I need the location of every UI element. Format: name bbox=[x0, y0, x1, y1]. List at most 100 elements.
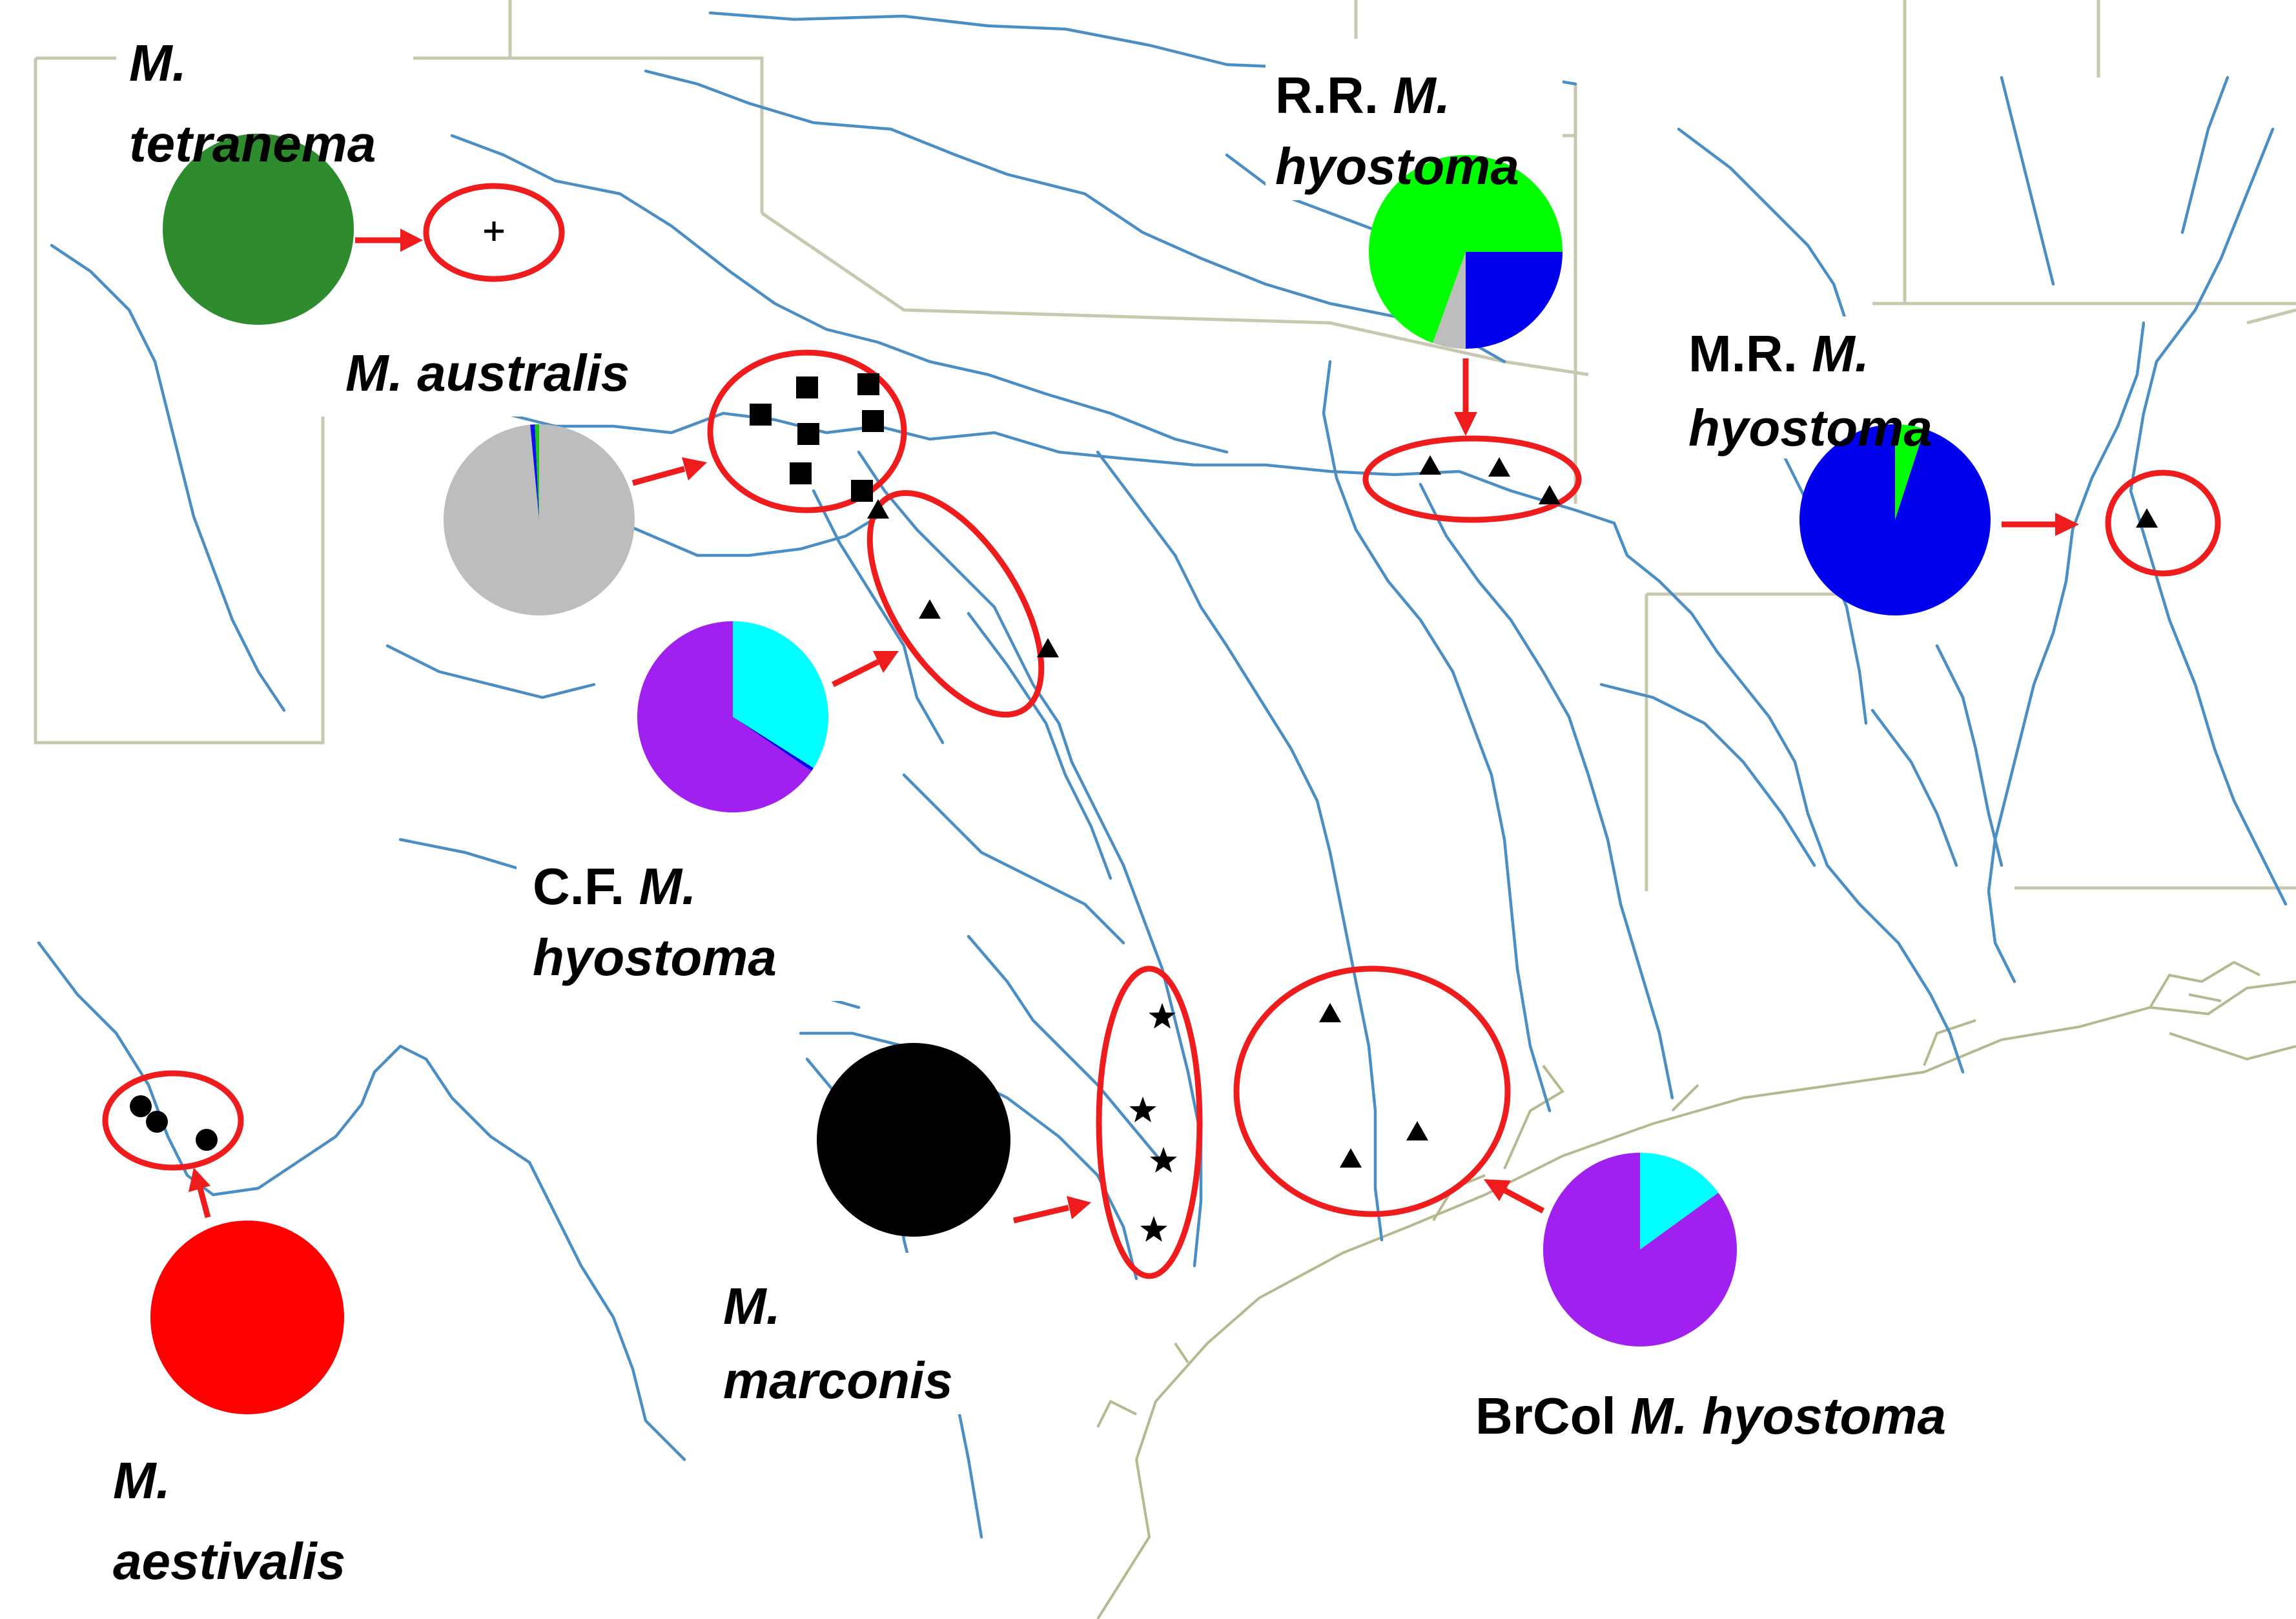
brcol-hyostoma-site-triangle bbox=[1406, 1121, 1428, 1140]
pie-slice bbox=[443, 424, 635, 615]
pie-slice bbox=[1640, 1153, 1719, 1250]
australis-label: M. australis bbox=[345, 344, 630, 402]
state-border-line bbox=[34, 0, 764, 745]
australis-pie bbox=[443, 424, 635, 615]
aestivalis-label: M. aestivalis bbox=[113, 1452, 345, 1590]
australis-site-square bbox=[857, 373, 879, 395]
river-line bbox=[2000, 76, 2055, 286]
pie-slice bbox=[163, 134, 354, 325]
cf-hyostoma-site-triangle bbox=[1037, 638, 1059, 657]
marconis-site-star bbox=[1150, 1147, 1177, 1173]
river-line bbox=[1677, 127, 1849, 325]
river-line bbox=[1096, 450, 1384, 1242]
arrows bbox=[189, 229, 2079, 1224]
river-line bbox=[2180, 76, 2229, 234]
river-line bbox=[1322, 360, 1552, 1113]
rr-hyostoma-arrowhead bbox=[1454, 412, 1477, 436]
river-line bbox=[37, 941, 531, 1197]
mr-hyostoma-arrowhead bbox=[2055, 513, 2079, 536]
pie-slice bbox=[637, 621, 812, 812]
aestivalis-range-ellipse bbox=[102, 1070, 244, 1171]
australis-site-square bbox=[796, 376, 818, 398]
river-line bbox=[967, 934, 1164, 1164]
tetranema-site-plus bbox=[484, 222, 504, 241]
rr-hyostoma-range-ellipse bbox=[1362, 435, 1582, 523]
river-line bbox=[967, 612, 1112, 880]
river-line bbox=[50, 243, 286, 712]
cf-hyostoma-site-triangle bbox=[867, 499, 889, 519]
brcol-hyostoma-arrowhead bbox=[1484, 1179, 1511, 1201]
marconis-range-ellipse bbox=[1096, 965, 1203, 1279]
tetranema-arrowhead bbox=[400, 229, 423, 252]
aestivalis-arrowhead bbox=[189, 1168, 210, 1192]
aestivalis-site-circle bbox=[130, 1095, 152, 1117]
cf-hyostoma-range-ellipse bbox=[866, 490, 1045, 718]
river-line bbox=[857, 450, 1203, 1268]
label-bg bbox=[710, 1253, 1001, 1414]
brcol-hyostoma-range-ellipse bbox=[1233, 965, 1511, 1217]
aestivalis-pie bbox=[150, 1221, 344, 1414]
cf-hyostoma-pie bbox=[637, 621, 828, 812]
river-line bbox=[644, 69, 1506, 364]
australis-site-square bbox=[797, 423, 819, 445]
coast-line bbox=[1096, 980, 2296, 1619]
label-bg bbox=[316, 339, 678, 417]
pie-slice bbox=[150, 1221, 344, 1414]
river-line bbox=[1599, 683, 1816, 867]
river-line bbox=[1987, 321, 2146, 984]
cf-hyostoma-label: C.F. M. hyostoma bbox=[533, 858, 777, 986]
river-line bbox=[1871, 708, 1958, 867]
river-line bbox=[385, 644, 596, 699]
brcol-hyostoma-site-triangle bbox=[1319, 1003, 1341, 1022]
australis-site-square bbox=[790, 462, 812, 484]
state-border-line bbox=[1354, 0, 2296, 325]
brcol-hyostoma-arrow bbox=[1502, 1188, 1545, 1213]
pie-slice bbox=[535, 424, 539, 520]
marconis-site-star bbox=[1149, 1003, 1176, 1029]
mr-hyostoma-label: M.R. M. hyostoma bbox=[1688, 325, 1932, 457]
river-line bbox=[1935, 644, 2004, 867]
pie-slice bbox=[1799, 424, 1991, 615]
pie-slice bbox=[530, 424, 539, 520]
cf-hyostoma-arrow bbox=[831, 659, 880, 688]
pie-slice bbox=[817, 1043, 1010, 1237]
label-bg bbox=[1672, 316, 1995, 459]
marconis-pie bbox=[817, 1043, 1010, 1237]
australis-arrow bbox=[631, 466, 686, 486]
tetranema-range-ellipse bbox=[423, 183, 565, 282]
state-border-line bbox=[1645, 0, 2296, 891]
cf-hyostoma-arrowhead bbox=[873, 651, 899, 673]
marconis-arrowhead bbox=[1067, 1196, 1091, 1219]
river-line bbox=[902, 773, 1125, 945]
brcol-hyostoma-label: BrCol M. hyostoma bbox=[1475, 1387, 1946, 1445]
australis-site-square bbox=[862, 410, 884, 432]
annotations bbox=[102, 183, 2221, 1279]
australis-site-square bbox=[851, 480, 873, 502]
labels: M. tetranema M. australis C.F. M. hyosto… bbox=[113, 34, 1946, 1590]
pie-slice bbox=[1433, 252, 1466, 349]
tetranema-pie bbox=[163, 134, 354, 325]
brcol-hyostoma-site-triangle bbox=[1340, 1148, 1362, 1168]
pie-slice bbox=[733, 621, 828, 768]
rr-hyostoma-site-triangle bbox=[1419, 455, 1441, 475]
river-line bbox=[450, 134, 1229, 454]
pie-charts bbox=[150, 134, 1991, 1414]
australis-site-square bbox=[750, 404, 772, 426]
pie-slice bbox=[1543, 1153, 1737, 1347]
marconis-arrow bbox=[1012, 1204, 1070, 1224]
river-line bbox=[528, 1160, 686, 1461]
pie-slice bbox=[1895, 424, 1925, 520]
cf-hyostoma-site-triangle bbox=[919, 599, 941, 619]
marconis-label: M. marconis bbox=[723, 1277, 953, 1409]
rr-hyostoma-site-triangle bbox=[1488, 457, 1510, 477]
rr-hyostoma-pie bbox=[1369, 155, 1563, 349]
label-bg bbox=[517, 852, 852, 1001]
mr-hyostoma-range-ellipse bbox=[2105, 469, 2221, 577]
pie-slice bbox=[1369, 155, 1563, 344]
river-line bbox=[812, 489, 945, 745]
aestivalis-arrow bbox=[197, 1187, 211, 1219]
mr-hyostoma-pie bbox=[1799, 424, 1991, 615]
site-markers bbox=[130, 222, 2158, 1242]
